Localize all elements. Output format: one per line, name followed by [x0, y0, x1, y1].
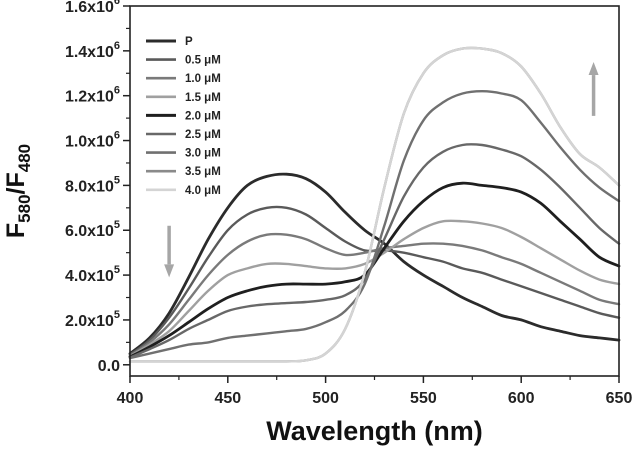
x-tick-label: 600	[508, 390, 535, 407]
legend-label: 2.0 μM	[185, 110, 221, 122]
y-axis-title-slash: /F	[2, 172, 30, 194]
x-axis-title: Wavelength (nm)	[266, 416, 483, 446]
y-tick-label: 6.0x105	[65, 219, 120, 240]
y-axis-title-sub2: 480	[15, 144, 34, 172]
y-tick-label: 4.0x105	[65, 264, 120, 285]
legend-label: 4.0 μM	[185, 185, 221, 197]
legend-label: 0.5 μM	[185, 55, 221, 67]
y-tick-label: 1.4x106	[65, 40, 120, 61]
legend-label: 3.5 μM	[185, 166, 221, 178]
x-tick-label: 500	[312, 390, 339, 407]
x-tick-label: 550	[410, 390, 437, 407]
y-tick-label: 1.0x106	[65, 130, 120, 151]
y-axis-title-sub1: 580	[15, 194, 34, 222]
x-tick-label: 450	[214, 390, 241, 407]
x-tick-label: 400	[117, 390, 144, 407]
legend-label: 1.0 μM	[185, 73, 221, 85]
y-tick-label: 2.0x105	[65, 309, 120, 330]
y-tick-label: 0.0	[98, 358, 120, 375]
y-axis-title-main: F	[2, 223, 30, 238]
y-tick-label: 8.0x105	[65, 174, 120, 195]
legend-label: 1.5 μM	[185, 92, 221, 104]
x-tick-label: 650	[606, 390, 633, 407]
legend-label: 2.5 μM	[185, 129, 221, 141]
y-tick-label: 1.2x106	[65, 85, 120, 106]
chart: 400 450 500 550 600 650 0.0 2.0x105 4.0x105 6.0x…	[0, 0, 641, 453]
legend-label: P	[185, 36, 193, 48]
legend-label: 3.0 μM	[185, 148, 221, 160]
y-tick-label: 1.6x106	[65, 0, 120, 16]
